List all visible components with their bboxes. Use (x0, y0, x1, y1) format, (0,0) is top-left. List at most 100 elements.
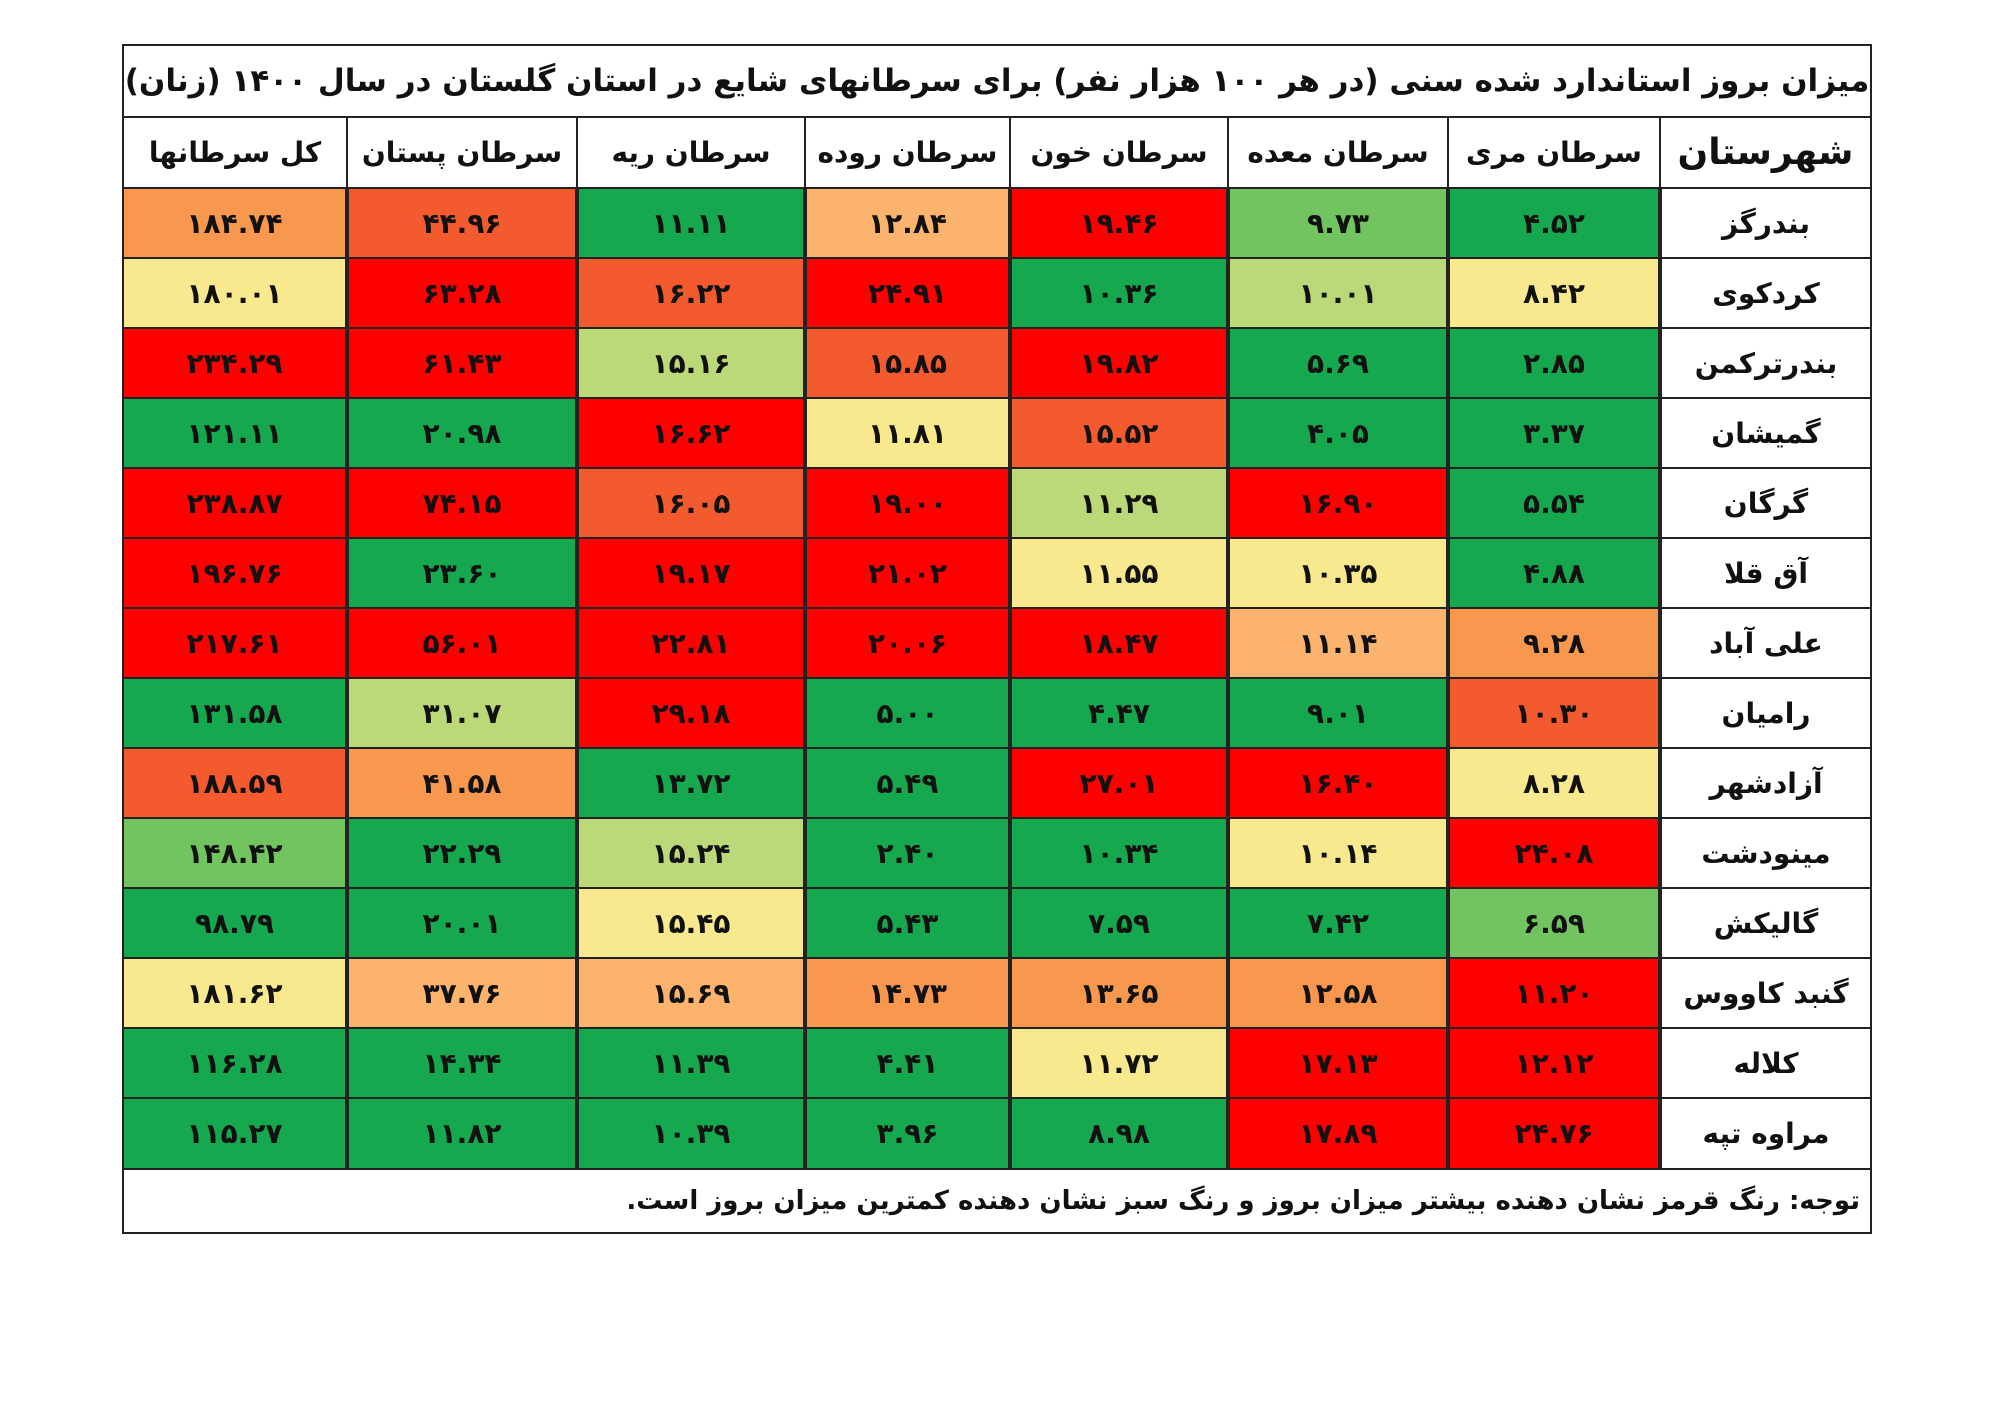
rate-cell-colon: ۴.۴۱ (803, 1027, 1012, 1099)
rate-cell-esophagus: ۴.۵۲ (1446, 187, 1662, 259)
table-row: آزادشهر ۸.۲۸ ۱۶.۴۰ ۲۷.۰۱ ۵.۴۹ ۱۳.۷۲ ۴۱.۵۸ ۱۸۸.۵… (124, 747, 1870, 819)
rate-cell-breast: ۱۱.۸۲ (345, 1097, 579, 1168)
rate-cell-colon: ۲۱.۰۲ (803, 537, 1012, 609)
rate-cell-lung: ۱۵.۱۶ (575, 327, 807, 399)
header-esophagus: سرطان مری (1447, 118, 1661, 189)
rate-cell-lung: ۱۶.۶۲ (575, 397, 807, 469)
rate-cell-breast: ۷۴.۱۵ (345, 467, 579, 539)
rate-cell-colon: ۳.۹۶ (803, 1097, 1012, 1168)
city-name: گالیکش (1659, 887, 1870, 959)
rate-cell-stomach: ۱۰.۳۵ (1226, 537, 1450, 609)
city-name: کردکوی (1659, 257, 1870, 329)
header-city: شهرستان (1659, 118, 1870, 189)
rate-cell-esophagus: ۳.۳۷ (1446, 397, 1662, 469)
city-name: کلاله (1659, 1027, 1870, 1099)
city-name: آزادشهر (1659, 747, 1870, 819)
rate-cell-blood: ۸.۹۸ (1008, 1097, 1230, 1168)
table-row: بندرترکمن ۲.۸۵ ۵.۶۹ ۱۹.۸۲ ۱۵.۸۵ ۱۵.۱۶ ۶۱.۴۳ ۲۳۴… (124, 327, 1870, 399)
rate-cell-stomach: ۵.۶۹ (1226, 327, 1450, 399)
rate-cell-stomach: ۹.۷۳ (1226, 187, 1450, 259)
rate-cell-stomach: ۴.۰۵ (1226, 397, 1450, 469)
rate-cell-stomach: ۱۱.۱۴ (1226, 607, 1450, 679)
rate-cell-stomach: ۱۰.۰۱ (1226, 257, 1450, 329)
rate-cell-lung: ۱۵.۲۴ (575, 817, 807, 889)
rate-cell-blood: ۱۱.۷۲ (1008, 1027, 1230, 1099)
rate-cell-total: ۱۴۸.۴۲ (124, 817, 349, 889)
table-row: گرگان ۵.۵۴ ۱۶.۹۰ ۱۱.۲۹ ۱۹.۰۰ ۱۶.۰۵ ۷۴.۱۵ ۲۳۸.۸۷ (124, 467, 1870, 539)
rate-cell-breast: ۴۱.۵۸ (345, 747, 579, 819)
table-row: آق قلا ۴.۸۸ ۱۰.۳۵ ۱۱.۵۵ ۲۱.۰۲ ۱۹.۱۷ ۲۳.۶۰ ۱۹۶.۷… (124, 537, 1870, 609)
rate-cell-blood: ۴.۴۷ (1008, 677, 1230, 749)
rate-cell-esophagus: ۱۰.۳۰ (1446, 677, 1662, 749)
header-colon: سرطان روده (804, 118, 1011, 189)
rate-cell-colon: ۲۴.۹۱ (803, 257, 1012, 329)
city-name: گمیشان (1659, 397, 1870, 469)
table-row: مراوه تپه ۲۴.۷۶ ۱۷.۸۹ ۸.۹۸ ۳.۹۶ ۱۰.۳۹ ۱۱.۸۲ ۱۱۵… (124, 1097, 1870, 1168)
rate-cell-breast: ۳۱.۰۷ (345, 677, 579, 749)
table-row: علی آباد ۹.۲۸ ۱۱.۱۴ ۱۸.۴۷ ۲۰.۰۶ ۲۲.۸۱ ۵۶.۰۱ ۲۱۷… (124, 607, 1870, 679)
rate-cell-esophagus: ۶.۵۹ (1446, 887, 1662, 959)
rate-cell-breast: ۱۴.۳۴ (345, 1027, 579, 1099)
rate-cell-colon: ۱۲.۸۴ (803, 187, 1012, 259)
rate-cell-stomach: ۱۲.۵۸ (1226, 957, 1450, 1029)
rate-cell-blood: ۱۵.۵۲ (1008, 397, 1230, 469)
rate-cell-stomach: ۷.۴۲ (1226, 887, 1450, 959)
rate-cell-lung: ۱۵.۶۹ (575, 957, 807, 1029)
rate-cell-esophagus: ۴.۸۸ (1446, 537, 1662, 609)
city-name: مینودشت (1659, 817, 1870, 889)
rate-cell-colon: ۱۵.۸۵ (803, 327, 1012, 399)
rate-cell-breast: ۴۴.۹۶ (345, 187, 579, 259)
rate-cell-total: ۲۳۸.۸۷ (124, 467, 349, 539)
city-name: آق قلا (1659, 537, 1870, 609)
header-stomach: سرطان معده (1227, 118, 1449, 189)
rate-cell-esophagus: ۲۴.۰۸ (1446, 817, 1662, 889)
rate-cell-colon: ۵.۰۰ (803, 677, 1012, 749)
rate-cell-esophagus: ۸.۲۸ (1446, 747, 1662, 819)
rate-cell-total: ۱۲۱.۱۱ (124, 397, 349, 469)
rate-cell-total: ۲۳۴.۲۹ (124, 327, 349, 399)
city-name: گنبد کاووس (1659, 957, 1870, 1029)
rate-cell-blood: ۱۹.۸۲ (1008, 327, 1230, 399)
incidence-table: شهرستان سرطان مری سرطان معده سرطان خون س… (124, 118, 1870, 1168)
rate-cell-total: ۱۱۵.۲۷ (124, 1097, 349, 1168)
rate-cell-lung: ۱۱.۳۹ (575, 1027, 807, 1099)
rate-cell-colon: ۱۹.۰۰ (803, 467, 1012, 539)
header-lung: سرطان ریه (576, 118, 806, 189)
rate-cell-blood: ۱۰.۳۶ (1008, 257, 1230, 329)
rate-cell-blood: ۱۱.۵۵ (1008, 537, 1230, 609)
table-row: کردکوی ۸.۴۲ ۱۰.۰۱ ۱۰.۳۶ ۲۴.۹۱ ۱۶.۲۲ ۶۳.۲۸ ۱۸۰.۰… (124, 257, 1870, 329)
rate-cell-esophagus: ۹.۲۸ (1446, 607, 1662, 679)
rate-cell-breast: ۶۱.۴۳ (345, 327, 579, 399)
rate-cell-total: ۱۸۰.۰۱ (124, 257, 349, 329)
rate-cell-esophagus: ۱۲.۱۲ (1446, 1027, 1662, 1099)
rate-cell-colon: ۱۱.۸۱ (803, 397, 1012, 469)
header-breast: سرطان پستان (346, 118, 578, 189)
rate-cell-total: ۱۸۴.۷۴ (124, 187, 349, 259)
rate-cell-blood: ۲۷.۰۱ (1008, 747, 1230, 819)
rate-cell-total: ۲۱۷.۶۱ (124, 607, 349, 679)
rate-cell-colon: ۵.۴۳ (803, 887, 1012, 959)
city-name: علی آباد (1659, 607, 1870, 679)
rate-cell-breast: ۵۶.۰۱ (345, 607, 579, 679)
rate-cell-esophagus: ۲.۸۵ (1446, 327, 1662, 399)
rate-cell-stomach: ۱۰.۱۴ (1226, 817, 1450, 889)
rate-cell-colon: ۵.۴۹ (803, 747, 1012, 819)
incidence-table-sheet: میزان بروز استاندارد شده سنی (در هر ۱۰۰ … (122, 44, 1872, 1234)
table-row: بندرگز ۴.۵۲ ۹.۷۳ ۱۹.۴۶ ۱۲.۸۴ ۱۱.۱۱ ۴۴.۹۶ ۱۸۴.۷۴ (124, 187, 1870, 259)
rate-cell-breast: ۲۰.۰۱ (345, 887, 579, 959)
rate-cell-lung: ۱۶.۲۲ (575, 257, 807, 329)
city-name: بندرگز (1659, 187, 1870, 259)
rate-cell-blood: ۱۸.۴۷ (1008, 607, 1230, 679)
table-row: رامیان ۱۰.۳۰ ۹.۰۱ ۴.۴۷ ۵.۰۰ ۲۹.۱۸ ۳۱.۰۷ ۱۳۱.۵۸ (124, 677, 1870, 749)
rate-cell-colon: ۱۴.۷۳ (803, 957, 1012, 1029)
rate-cell-breast: ۳۷.۷۶ (345, 957, 579, 1029)
rate-cell-stomach: ۹.۰۱ (1226, 677, 1450, 749)
rate-cell-blood: ۱۰.۳۴ (1008, 817, 1230, 889)
rate-cell-lung: ۱۰.۳۹ (575, 1097, 807, 1168)
table-row: گنبد کاووس ۱۱.۲۰ ۱۲.۵۸ ۱۳.۶۵ ۱۴.۷۳ ۱۵.۶۹ ۳۷.۷۶… (124, 957, 1870, 1029)
table-title: میزان بروز استاندارد شده سنی (در هر ۱۰۰ … (124, 46, 1870, 118)
city-name: گرگان (1659, 467, 1870, 539)
city-name: بندرترکمن (1659, 327, 1870, 399)
rate-cell-stomach: ۱۶.۴۰ (1226, 747, 1450, 819)
rate-cell-lung: ۱۱.۱۱ (575, 187, 807, 259)
